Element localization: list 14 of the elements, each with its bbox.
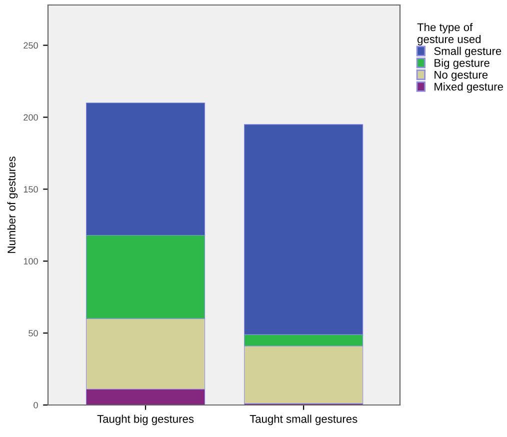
- y-tick-label: 150: [24, 186, 38, 193]
- legend-label: Mixed gesture: [434, 82, 503, 93]
- y-axis-title: Number of gestures: [7, 156, 18, 253]
- y-tick-label: 250: [24, 42, 38, 49]
- y-tick-label: 0: [34, 402, 38, 408]
- legend-title: The type of gesture used: [417, 23, 481, 46]
- y-tick-label: 50: [28, 330, 38, 336]
- legend-label: No gesture: [434, 70, 488, 81]
- y-tick-label: 200: [24, 114, 38, 121]
- legend-label: Small gesture: [434, 46, 502, 58]
- legend-label: Big gesture: [434, 58, 490, 70]
- x-tick-label: Taught big gestures: [97, 414, 194, 426]
- y-tick-label: 100: [24, 258, 38, 264]
- x-tick-label: Taught small gestures: [250, 414, 358, 426]
